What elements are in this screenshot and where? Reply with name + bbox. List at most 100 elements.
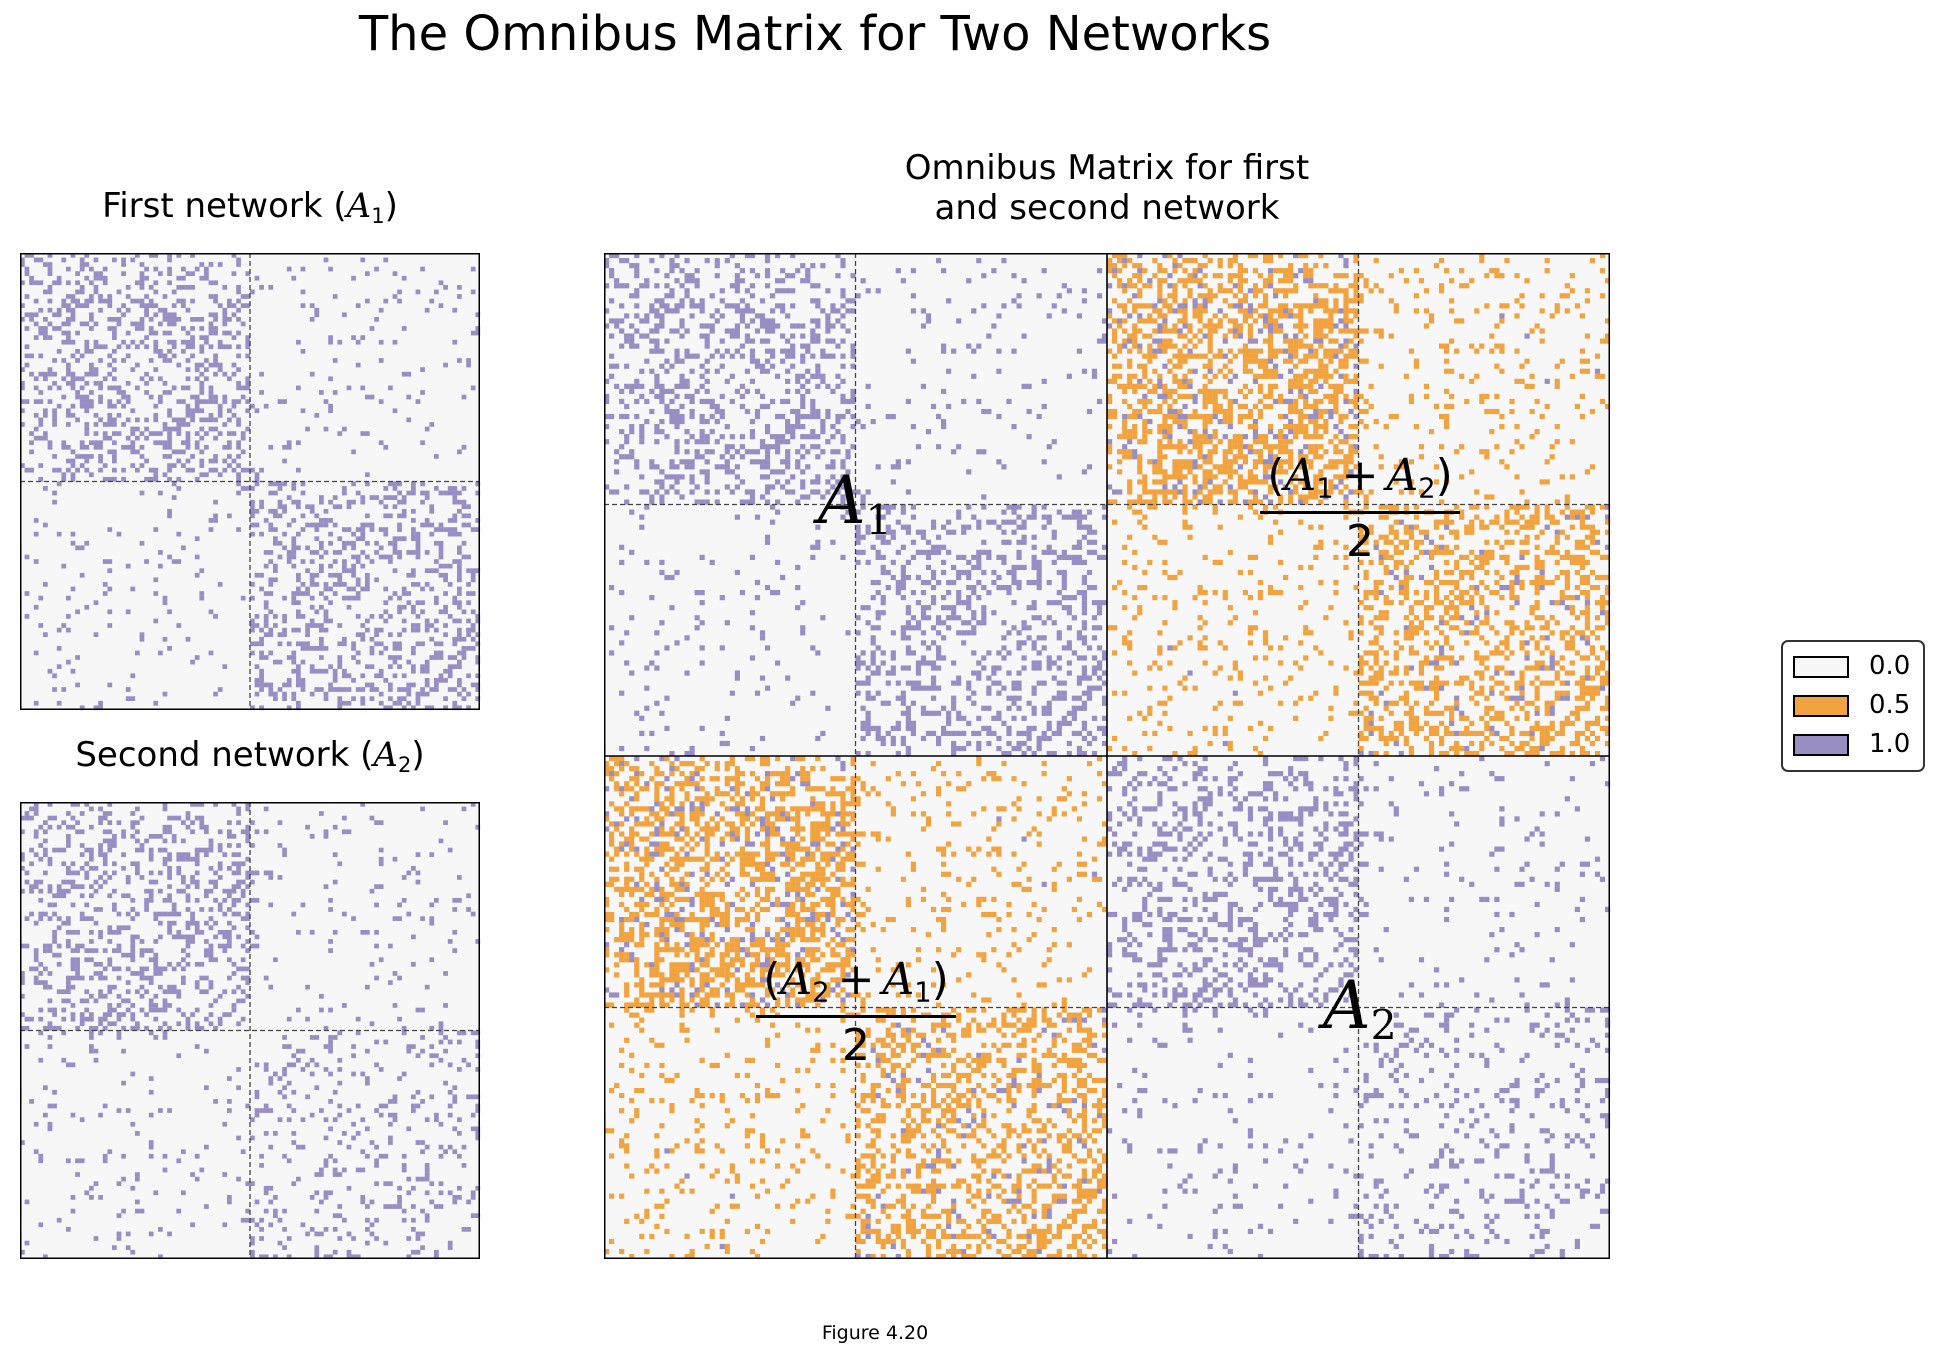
adjacency-cell [217,847,223,853]
omnibus-cell [1333,338,1339,344]
omnibus-cell [654,268,660,274]
omnibus-cell [825,313,831,319]
adjacency-cell [208,385,214,391]
adjacency-cell [130,408,136,414]
adjacency-cell [162,444,168,450]
adjacency-cell [56,385,62,391]
adjacency-cell [374,1163,379,1168]
adjacency-cell [61,920,67,926]
adjacency-cell [102,829,108,835]
adjacency-cell [282,444,287,450]
adjacency-cell [79,829,85,835]
omnibus-cell [1569,373,1575,379]
adjacency-cell [392,591,398,596]
omnibus-cell [619,444,625,450]
adjacency-cell [365,271,370,276]
omnibus-cell [1338,373,1344,379]
omnibus-cell [1177,348,1183,354]
adjacency-cell [411,1185,416,1191]
omnibus-cell [1232,283,1238,289]
omnibus-cell [1237,273,1243,279]
omnibus-cell [1127,383,1133,389]
adjacency-cell [33,806,39,812]
adjacency-cell [130,367,136,372]
adjacency-cell [355,582,361,587]
omnibus-cell [850,363,856,369]
adjacency-cell [204,367,209,372]
omnibus-cell [649,388,655,394]
omnibus-cell [1343,393,1349,400]
adjacency-cell [217,861,223,867]
omnibus-cell [1172,343,1178,349]
adjacency-cell [291,1089,297,1095]
adjacency-cell [319,993,324,999]
omnibus-cell [1373,258,1379,264]
omnibus-cell [1313,293,1319,299]
omnibus-cell [1539,328,1545,334]
adjacency-cell [227,888,232,894]
adjacency-cell [167,1003,172,1008]
omnibus-cell [1142,373,1148,379]
adjacency-cell [24,916,30,921]
adjacency-cell [181,440,186,446]
omnibus-cell [780,333,786,339]
omnibus-cell [1137,288,1143,294]
adjacency-cell [286,554,292,560]
adjacency-cell [236,476,241,482]
adjacency-cell [374,673,379,679]
omnibus-cell [729,398,735,405]
omnibus-cell [1257,408,1264,415]
adjacency-cell [79,440,85,446]
adjacency-cell [296,577,301,583]
adjacency-cell [125,1231,131,1237]
omnibus-cell [1167,429,1173,435]
omnibus-cell [1589,258,1596,264]
adjacency-cell [461,696,467,702]
adjacency-cell [181,422,186,427]
adjacency-cell [300,289,306,295]
omnibus-cell [1262,363,1269,369]
adjacency-cell [420,600,425,606]
omnibus-cell [815,333,821,339]
adjacency-cell [254,1112,260,1118]
omnibus-cell [1524,358,1530,364]
adjacency-cell [61,303,67,308]
adjacency-cell [121,390,126,395]
adjacency-cell [125,307,131,313]
adjacency-cell [245,1217,251,1223]
adjacency-cell [107,929,113,935]
adjacency-cell [89,454,94,459]
adjacency-cell [185,467,191,473]
adjacency-cell [43,582,48,587]
adjacency-cell [286,1016,292,1022]
omnibus-cell [805,434,811,440]
adjacency-cell [70,870,76,876]
adjacency-cell [135,865,140,871]
heatmap-frame [20,802,480,1259]
adjacency-cell [190,298,195,304]
omnibus-cell [1278,348,1284,354]
adjacency-cell [167,929,172,935]
adjacency-cell [415,623,421,628]
omnibus-cell [1293,363,1299,369]
omnibus-cell [669,288,675,294]
adjacency-cell [98,458,103,464]
omnibus-cell [1247,308,1254,314]
adjacency-cell [208,838,214,844]
omnibus-cell [1147,398,1153,405]
adjacency-cell [112,1245,117,1251]
omnibus-cell [714,368,720,374]
omnibus-cell [704,388,710,394]
omnibus-cell [1202,393,1208,400]
omnibus-cell [714,418,720,425]
adjacency-cell [112,440,117,446]
adjacency-cell [245,426,251,432]
adjacency-cell [342,312,347,318]
adjacency-cell [351,916,356,921]
adjacency-cell [323,586,329,592]
omnibus-cell [1237,439,1243,445]
omnibus-cell [619,398,625,405]
adjacency-cell [227,417,232,423]
adjacency-cell [268,682,274,688]
omnibus-cell [1373,328,1379,334]
